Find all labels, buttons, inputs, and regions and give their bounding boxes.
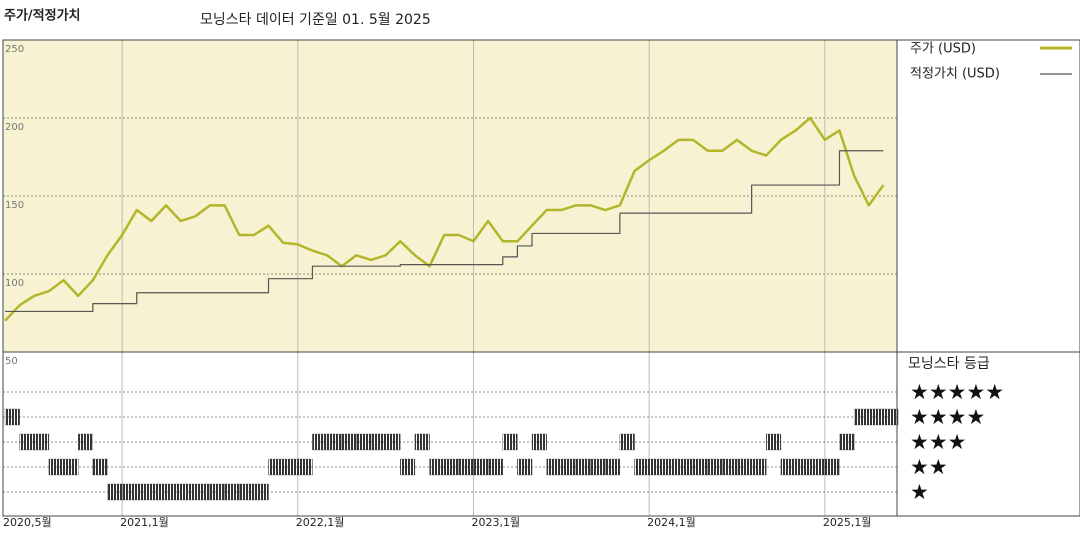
rating-bar: [78, 433, 93, 451]
rating-bar: [649, 458, 664, 476]
rating-bar: [853, 408, 869, 426]
rating-bar: [487, 458, 503, 476]
x-tick-label: 2022,1월: [296, 516, 345, 529]
rating-level-label: ★★★★: [910, 405, 985, 429]
rating-bar: [107, 483, 123, 501]
y-tick-label: 100: [5, 278, 24, 289]
rating-bar: [253, 483, 269, 501]
rating-bar: [810, 458, 825, 476]
rating-bar: [195, 483, 211, 501]
rating-bar: [605, 458, 621, 476]
rating-bar: [590, 458, 606, 476]
rating-bar: [692, 458, 708, 476]
rating-bar: [19, 433, 35, 451]
rating-bar: [868, 408, 884, 426]
y-tick-label: 200: [5, 122, 24, 133]
rating-bar: [151, 483, 167, 501]
x-tick-label: 2021,1월: [120, 516, 169, 529]
rating-level-label: ★★: [910, 455, 948, 479]
rating-bar: [341, 433, 357, 451]
rating-bar: [766, 433, 782, 451]
rating-bar: [297, 458, 313, 476]
rating-bar: [707, 458, 723, 476]
rating-bar: [400, 458, 416, 476]
rating-bar: [414, 433, 430, 451]
rating-bar: [224, 483, 240, 501]
x-tick-label: 2023,1월: [471, 516, 520, 529]
y-tick-label: 250: [5, 44, 24, 55]
rating-bar: [4, 408, 20, 426]
rating-bar: [63, 458, 79, 476]
rating-bar: [444, 458, 459, 476]
rating-bar: [824, 458, 840, 476]
rating-bar: [370, 433, 386, 451]
rating-bar: [136, 483, 152, 501]
rating-bar: [48, 458, 64, 476]
rating-bar: [34, 433, 50, 451]
rating-bar: [92, 458, 108, 476]
x-tick-label: 2025,1월: [823, 516, 872, 529]
rating-bar: [839, 433, 855, 451]
rating-bar: [209, 483, 225, 501]
rating-bar: [121, 483, 137, 501]
rating-bar: [780, 458, 796, 476]
rating-bar: [239, 483, 255, 501]
rating-level-label: ★: [910, 480, 929, 504]
rating-bar: [517, 458, 533, 476]
rating-bar: [165, 483, 181, 501]
rating-bar: [561, 458, 577, 476]
chart-title: 주가/적정가치: [4, 8, 81, 24]
rating-bar: [531, 433, 547, 451]
rating-level-label: ★★★★★: [910, 380, 1004, 404]
rating-bar: [751, 458, 767, 476]
chart-subtitle: 모닝스타 데이터 기준일 01. 5월 2025: [200, 12, 431, 28]
rating-bar: [575, 458, 591, 476]
y-tick-label: 50: [5, 356, 18, 367]
rating-bar: [736, 458, 752, 476]
rating-bar: [634, 458, 650, 476]
rating-bar: [283, 458, 298, 476]
rating-bar: [326, 433, 342, 451]
rating-bar: [663, 458, 679, 476]
legend-label: 주가 (USD): [910, 42, 976, 57]
rating-level-label: ★★★: [910, 430, 966, 454]
rating-bar: [458, 458, 474, 476]
x-tick-label: 2024,1월: [647, 516, 696, 529]
y-tick-label: 150: [5, 200, 24, 211]
rating-bar: [678, 458, 694, 476]
rating-title: 모닝스타 등급: [908, 356, 990, 372]
rating-bar: [619, 433, 635, 451]
rating-bar: [268, 458, 284, 476]
price-panel: [3, 40, 897, 352]
rating-bar: [473, 458, 489, 476]
legend-label: 적정가치 (USD): [910, 67, 1000, 82]
rating-bar: [502, 433, 518, 451]
fair-value-line: [5, 150, 884, 313]
rating-bar: [883, 408, 899, 426]
rating-bar: [429, 458, 445, 476]
x-tick-label: 2020,5월: [3, 516, 52, 529]
rating-bar: [546, 458, 562, 476]
rating-bar: [356, 433, 372, 451]
rating-bar: [312, 433, 328, 451]
rating-bar: [180, 483, 196, 501]
frame: [2, 39, 1080, 517]
price-line: [4, 116, 885, 322]
rating-bar: [795, 458, 811, 476]
rating-bar: [722, 458, 738, 476]
rating-bar: [385, 433, 401, 451]
